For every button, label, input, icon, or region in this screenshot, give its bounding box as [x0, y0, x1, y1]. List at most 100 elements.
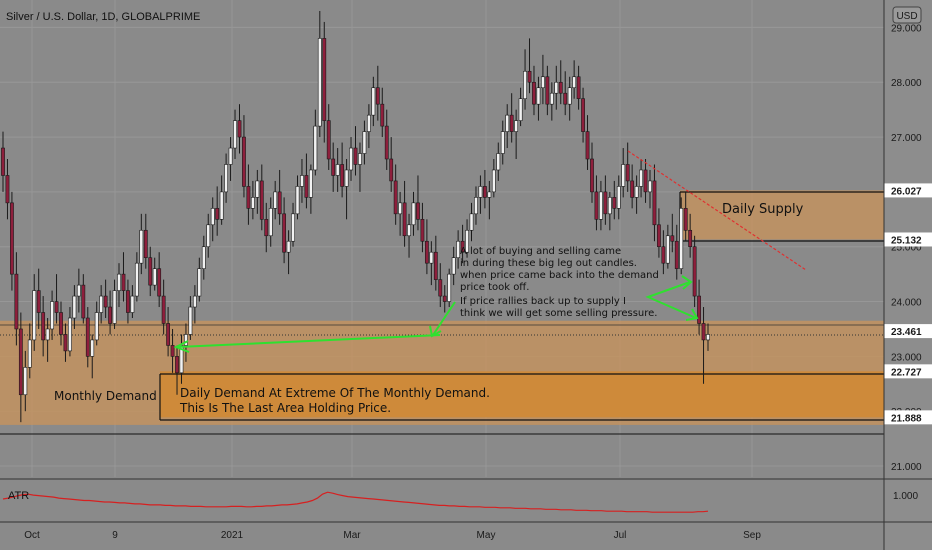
- candle-body: [233, 120, 237, 149]
- daily-demand-label-1: Daily Demand At Extreme Of The Monthly D…: [180, 386, 490, 400]
- candle-body: [657, 224, 661, 248]
- candle-body: [536, 87, 541, 105]
- annotation-line: A lot of buying and selling came: [460, 246, 621, 257]
- candle-body: [541, 76, 545, 89]
- candle-body: [148, 257, 153, 286]
- candle-body: [32, 290, 37, 341]
- time-axis[interactable]: Oct 9 2021 Mar May Jul Sep: [24, 530, 761, 541]
- candle-body: [331, 158, 336, 176]
- zones: [0, 190, 884, 425]
- candle-body: [366, 114, 371, 132]
- candle-body: [420, 219, 425, 242]
- candle-body: [514, 120, 519, 132]
- candle-body: [36, 290, 41, 313]
- candle-body: [108, 306, 112, 324]
- candle-body: [358, 153, 362, 165]
- candles: [1, 10, 710, 423]
- candle-body: [523, 70, 527, 99]
- candle-body: [317, 38, 322, 127]
- arrow-zigzag-head-top: [681, 275, 693, 290]
- candle-body: [277, 191, 282, 215]
- zone-rect: [680, 190, 884, 240]
- candle-body: [76, 284, 81, 297]
- price-axis-tick: 23.000: [891, 352, 922, 363]
- zone-rect: [160, 371, 884, 418]
- time-axis-tick: May: [477, 530, 496, 541]
- currency-badge[interactable]: USD: [892, 6, 922, 24]
- candle-body: [639, 169, 643, 187]
- price-tag-box: [884, 410, 932, 425]
- candle-body: [482, 186, 487, 198]
- candle-body: [505, 114, 510, 132]
- candle-body: [670, 235, 675, 242]
- candle-body: [99, 295, 104, 313]
- time-axis-tick: Jul: [614, 530, 627, 541]
- arrow-zigzag-head-bottom: [685, 308, 699, 321]
- price-axis-tick: 24.000: [891, 298, 922, 309]
- candle-body: [10, 202, 14, 275]
- candle-body: [139, 229, 144, 264]
- candle-body: [81, 284, 86, 319]
- candle-body: [5, 175, 10, 204]
- candle-body: [112, 290, 117, 324]
- candle-body: [18, 328, 23, 396]
- candle-body: [50, 301, 54, 330]
- candle-body: [549, 92, 554, 105]
- price-tag-box: [884, 324, 932, 339]
- candle-body: [326, 120, 331, 160]
- candle-body: [478, 186, 483, 198]
- price-tag-text: 21.888: [891, 413, 922, 424]
- candle-body: [532, 81, 536, 105]
- atr-line: [2, 491, 709, 513]
- candle-body: [402, 202, 407, 237]
- candle-body: [679, 208, 684, 269]
- candle-body: [68, 317, 72, 352]
- candle-body: [103, 295, 108, 308]
- arrow-zigzag: [645, 281, 697, 319]
- candle-body: [224, 164, 229, 193]
- annotation-line: in during these big leg out candles.: [460, 258, 637, 269]
- candle-body: [581, 98, 585, 132]
- chart-title: Silver / U.S. Dollar, 1D, GLOBALPRIME: [6, 11, 200, 23]
- candle-body: [576, 76, 581, 99]
- candle-body: [416, 202, 420, 220]
- candle-body: [246, 186, 251, 209]
- candle-body: [192, 295, 197, 308]
- candle-body: [603, 191, 608, 215]
- candle-body: [594, 191, 599, 220]
- candle-body: [282, 213, 287, 253]
- candle-body: [545, 76, 550, 105]
- candle-body: [585, 131, 590, 160]
- candle-body: [447, 273, 452, 302]
- candle-body: [219, 191, 224, 220]
- candle-body: [460, 240, 465, 253]
- candle-body: [621, 164, 626, 187]
- candle-body: [300, 175, 304, 187]
- candle-body: [527, 70, 532, 83]
- candle-body: [607, 197, 612, 215]
- candle-body: [143, 229, 148, 258]
- candle-body: [184, 334, 188, 346]
- candle-body: [27, 339, 32, 368]
- candle-body: [23, 367, 28, 396]
- arrow-long-left: [177, 334, 441, 348]
- candle-body: [500, 131, 505, 154]
- candle-body: [442, 295, 447, 302]
- candle-body: [474, 197, 478, 215]
- annotation-arrows: [173, 275, 699, 353]
- candle-body: [215, 208, 220, 220]
- candle-body: [188, 306, 193, 335]
- candle-body: [313, 125, 318, 171]
- candle-body: [335, 164, 340, 176]
- candle-body: [661, 246, 666, 264]
- candle-body: [643, 169, 648, 193]
- candle-body: [590, 158, 594, 193]
- trend-line: [627, 150, 807, 271]
- candle-body: [90, 339, 95, 357]
- price-axis-tick: 25.000: [891, 243, 922, 254]
- candle-body: [688, 229, 693, 248]
- candle-body: [295, 186, 300, 215]
- candle-body: [665, 235, 670, 264]
- time-axis-tick: Mar: [343, 530, 361, 541]
